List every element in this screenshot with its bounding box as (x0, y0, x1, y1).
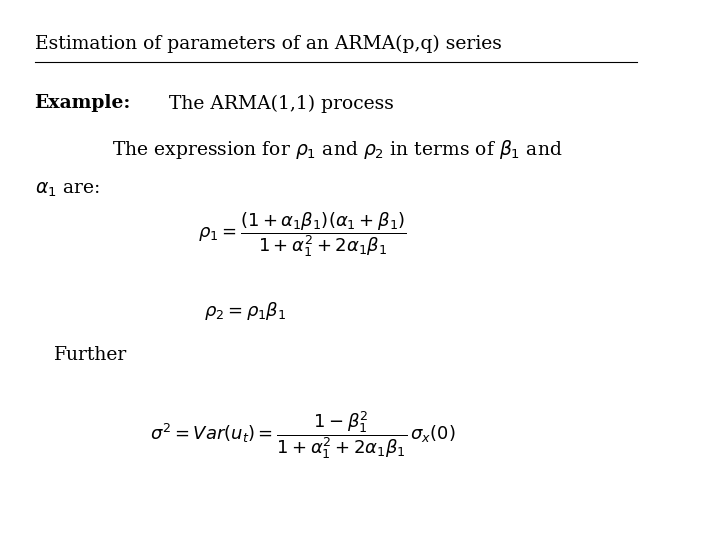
Text: $\rho_2 = \rho_1\beta_1$: $\rho_2 = \rho_1\beta_1$ (204, 300, 286, 321)
Text: $\rho_1 = \dfrac{(1+\alpha_1\beta_1)(\alpha_1+\beta_1)}{1+\alpha_1^2+2\alpha_1\b: $\rho_1 = \dfrac{(1+\alpha_1\beta_1)(\al… (198, 211, 407, 259)
Text: Estimation of parameters of an ARMA(p,q) series: Estimation of parameters of an ARMA(p,q)… (35, 35, 501, 53)
Text: $\alpha_1$ are:: $\alpha_1$ are: (35, 181, 99, 199)
Text: The ARMA(1,1) process: The ARMA(1,1) process (163, 94, 393, 113)
Text: The expression for $\rho_1$ and $\rho_2$ in terms of $\beta_1$ and: The expression for $\rho_1$ and $\rho_2$… (112, 138, 562, 161)
Text: $\sigma^2 = Var\left(u_t\right)= \dfrac{1-\beta_1^2}{1+\alpha_1^2+2\alpha_1\beta: $\sigma^2 = Var\left(u_t\right)= \dfrac{… (150, 409, 455, 461)
Text: Example:: Example: (35, 94, 131, 112)
Text: Further: Further (54, 346, 127, 363)
